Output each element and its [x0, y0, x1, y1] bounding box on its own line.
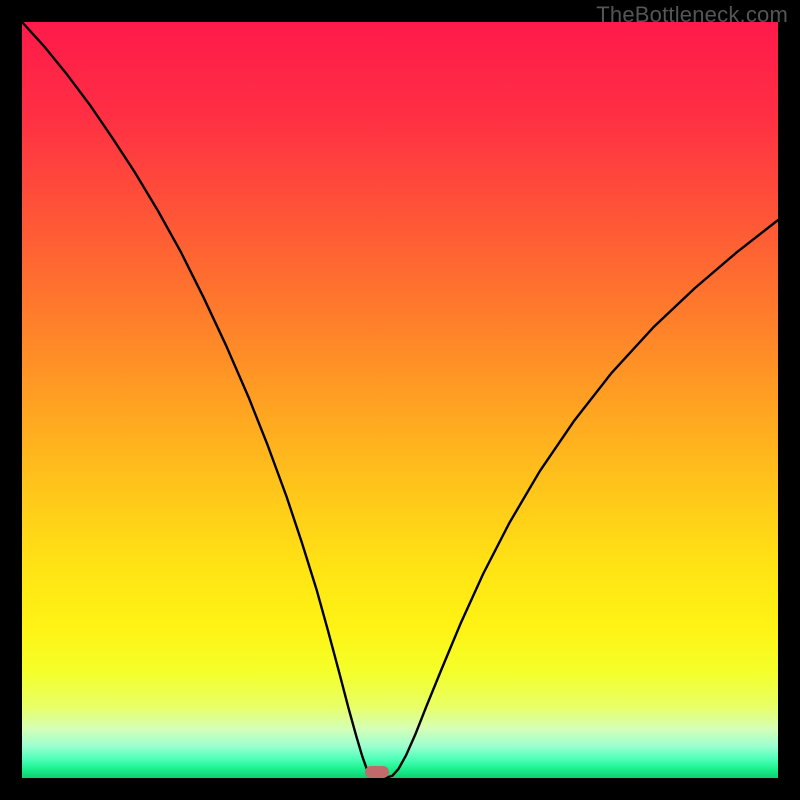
- plot-area: [22, 22, 778, 778]
- bottleneck-curve: [22, 22, 778, 778]
- chart-container: TheBottleneck.com: [0, 0, 800, 800]
- watermark-text: TheBottleneck.com: [596, 2, 788, 28]
- chart-curve-svg: [22, 22, 778, 778]
- optimum-marker: [365, 766, 389, 778]
